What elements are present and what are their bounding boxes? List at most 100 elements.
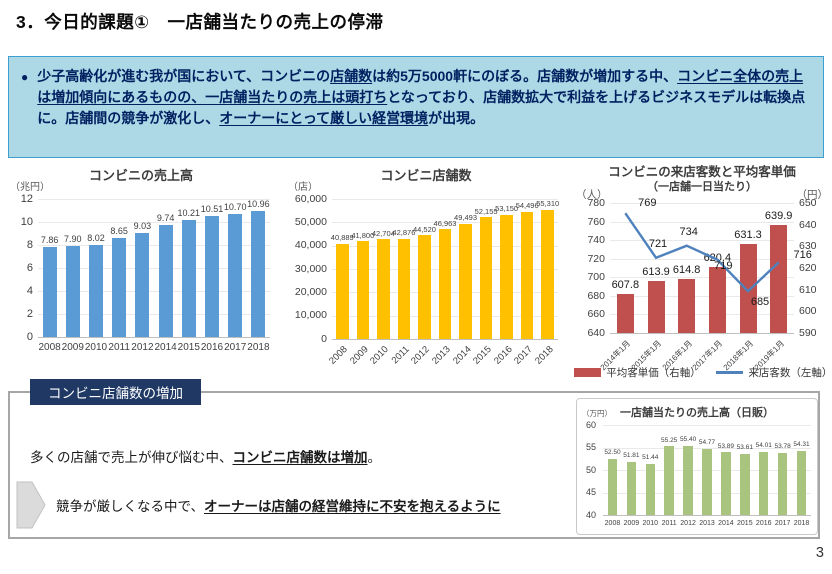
line-value-label: 769 (638, 197, 657, 210)
x-axis-label: 2017 (224, 342, 247, 353)
arrow-right-icon (16, 481, 46, 529)
bar-value-label: 607.8 (611, 279, 640, 292)
bar-value-label: 46,963 (433, 218, 457, 228)
bar-value-label: 10.96 (247, 198, 270, 209)
bar (418, 235, 431, 339)
y-axis-label: 8 (26, 238, 33, 251)
legend-item-visitors: 来店客数（左軸） (716, 365, 832, 380)
line-value-label: 719 (714, 259, 733, 272)
gridline (603, 425, 811, 426)
left-axis-label: 740 (587, 234, 605, 247)
y-axis-label: 60,000 (294, 192, 327, 205)
bar (683, 445, 693, 515)
daily-sales-bar-chart: 一店舗当たりの売上高（日販） （万円） 60 55 50 45 40 52.50 2008 5… (576, 398, 818, 535)
y-axis-label: 60 (585, 419, 596, 430)
bar-value-label: 10.21 (177, 207, 201, 218)
bar-value-label: 55,310 (536, 199, 560, 209)
bar-value-label: 9.74 (156, 212, 175, 223)
right-axis-label: 600 (799, 305, 817, 318)
bar (112, 237, 127, 337)
x-axis-label: 2010 (84, 342, 108, 353)
chart-title: コンビニの来店客数と平均客単価 (608, 165, 796, 179)
bar-value-label: 7.90 (64, 234, 82, 245)
x-axis-label: 2017 (774, 520, 791, 527)
bar-value-label: 51.44 (642, 454, 659, 462)
bar-value-label: 52,155 (474, 206, 498, 216)
gridline (603, 447, 811, 449)
bar (228, 213, 243, 337)
gridline (332, 222, 558, 224)
gridline (38, 291, 270, 292)
legend-label: 平均客単価（右軸） (606, 367, 701, 379)
chart-legend: 平均客単価（右軸） 来店客数（左軸） (574, 365, 832, 380)
bar-value-label: 631.3 (734, 228, 762, 241)
left-axis-label: 680 (587, 289, 605, 302)
gridline (610, 295, 794, 297)
bar-value-label: 9.03 (133, 221, 152, 232)
y-axis-label: 30,000 (294, 262, 327, 275)
x-axis-label: 2010 (642, 520, 659, 527)
bar-value-label: 51.81 (623, 452, 640, 460)
bar (181, 219, 196, 337)
bar (459, 223, 472, 339)
y-axis-label: 40,000 (294, 239, 327, 252)
text-segment: 多くの店舗で売上が伸び悩む中、 (30, 450, 233, 465)
x-axis-label: 2014 (718, 520, 734, 527)
y-axis-label: 40 (585, 509, 596, 520)
lead-text: 少子高齢化が進む我が国において、コンビニの店舗数は約5万5000軒にのぼる。店舗… (37, 66, 809, 149)
bar-value-label: 42,876 (392, 228, 416, 238)
x-axis-label: 2015 (737, 520, 753, 527)
y-axis-label: 45 (585, 487, 596, 497)
bar-value-label: 44,520 (412, 224, 436, 234)
bar (607, 458, 618, 515)
left-axis-label: 760 (587, 215, 605, 228)
bar-value-label: 613.9 (642, 266, 670, 279)
bar-value-label: 54.77 (698, 439, 716, 447)
right-axis-label: 650 (799, 197, 817, 209)
bar (702, 448, 712, 515)
x-axis-label: 2015 (177, 342, 200, 353)
right-axis-label: 610 (799, 283, 817, 296)
bar (251, 210, 266, 337)
chart-title: 一店舗当たりの売上高（日販） (620, 407, 774, 419)
x-axis-label: 2016 (200, 342, 224, 353)
bar-value-label: 7.86 (40, 234, 59, 245)
bar-value-label: 10.70 (223, 201, 247, 212)
y-axis-label: 20,000 (294, 286, 327, 299)
y-axis-label: 6 (26, 261, 33, 274)
left-axis-label: 640 (587, 327, 605, 339)
y-axis-label: 50,000 (294, 216, 327, 229)
line-value-label: 685 (750, 296, 770, 309)
legend-item-price: 平均客単価（右軸） (574, 365, 701, 380)
lead-text-box: ● 少子高齢化が進む我が国において、コンビニの店舗数は約5万5000軒にのぼる。… (8, 56, 824, 158)
price-bar (616, 294, 634, 333)
y-axis-label: 55 (585, 442, 596, 452)
left-axis-unit: （人） (576, 189, 608, 201)
bar (479, 217, 493, 339)
bar-swatch-icon (574, 368, 602, 377)
text-segment: が出現。 (428, 110, 485, 126)
bottom-text-2: 競争が厳しくなる中で、オーナーは店舗の経営維持に不安を抱えるように (56, 495, 501, 515)
y-axis-label: 12 (20, 192, 33, 205)
bar-value-label: 40,889 (330, 233, 354, 243)
page-title: 3．今日的課題① 一店舗当たりの売上の停滞 (16, 12, 384, 32)
left-axis-label: 780 (587, 197, 605, 209)
page-number: 3 (815, 545, 824, 561)
x-axis-label: 2014 (154, 342, 177, 353)
x-axis-label: 2009 (61, 342, 84, 353)
bar (626, 461, 637, 515)
line-value-label: 721 (648, 237, 668, 250)
gridline (38, 337, 270, 338)
chart-title: コンビニの売上高 (88, 168, 193, 183)
bar-value-label: 10.51 (200, 204, 224, 215)
y-axis-unit: （兆円） (10, 182, 50, 193)
emphasized-text: オーナーは店舗の経営維持に不安を抱えるように (203, 499, 501, 514)
y-axis-label: 10 (20, 215, 33, 228)
bar-value-label: 52.50 (604, 449, 621, 457)
emphasized-text: 店舗数 (330, 68, 373, 84)
right-axis-label: 620 (799, 262, 817, 274)
bar (520, 211, 534, 339)
bar (777, 452, 788, 515)
gridline (610, 258, 794, 260)
